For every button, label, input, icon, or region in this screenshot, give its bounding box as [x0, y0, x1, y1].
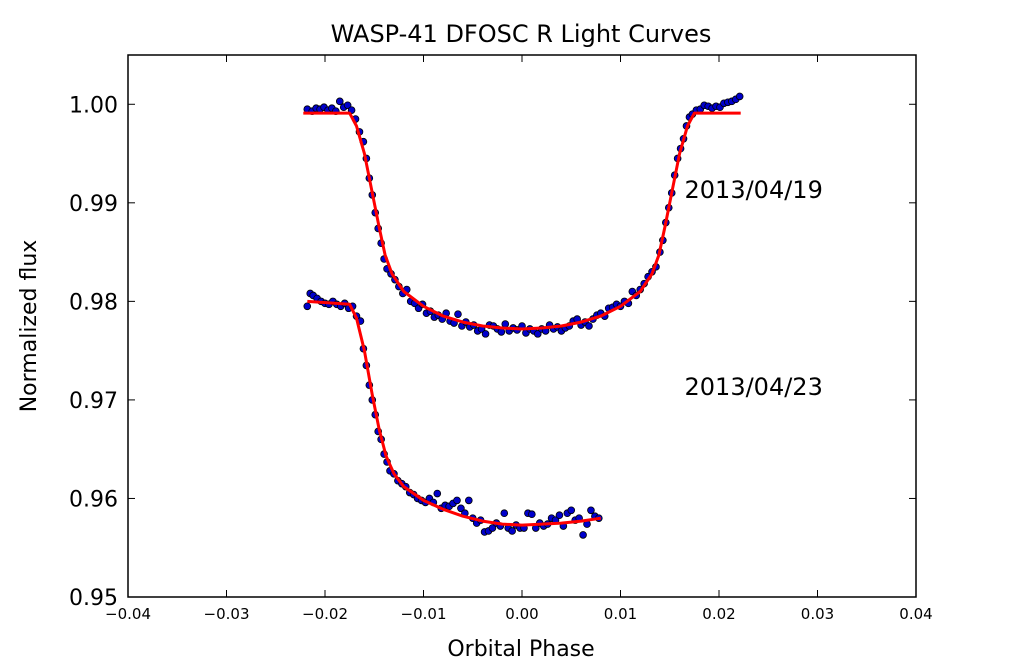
data-point — [500, 509, 509, 518]
data-point — [303, 302, 312, 311]
data-point — [508, 527, 516, 535]
x-tick-label: 0.03 — [801, 605, 834, 623]
data-point — [555, 511, 564, 520]
data-point — [579, 531, 587, 539]
data-point — [343, 101, 352, 110]
y-tick-label: 0.96 — [69, 487, 118, 512]
data-point — [585, 322, 593, 330]
date-annotation: 2013/04/19 — [685, 176, 823, 204]
series-2013-04-23 — [303, 289, 603, 539]
y-axis-label: Normalized flux — [17, 240, 42, 413]
data-point — [735, 92, 744, 101]
axis-ticks: −0.04 −0.03 −0.02 −0.01 0.00 0.01 0.02 0.03 0.04… — [69, 55, 933, 623]
x-tick-label: 0.02 — [702, 605, 735, 623]
y-tick-label: 0.97 — [69, 389, 118, 414]
y-tick-label: 0.98 — [69, 290, 118, 315]
data-point — [481, 330, 490, 338]
data-point — [454, 310, 462, 318]
data-point — [587, 506, 595, 515]
x-tick-label: 0.01 — [604, 605, 637, 623]
model-fit-line — [303, 111, 741, 331]
x-tick-label: −0.01 — [401, 605, 447, 623]
data-point — [533, 330, 542, 338]
data-point — [335, 97, 344, 106]
data-point — [433, 489, 442, 498]
data-point — [567, 506, 576, 515]
plot-area: 2013/04/19 2013/04/23 — [303, 92, 823, 539]
data-point — [457, 504, 465, 513]
data-point — [465, 496, 473, 505]
data-point — [501, 320, 510, 328]
series-2013-04-19 — [303, 92, 744, 338]
y-tick-label: 0.95 — [69, 586, 118, 611]
date-annotation: 2013/04/23 — [685, 373, 823, 401]
data-point — [488, 524, 497, 532]
data-point — [528, 510, 536, 519]
x-tick-label: 0.04 — [899, 605, 932, 623]
x-tick-label: −0.02 — [302, 605, 348, 623]
y-tick-label: 0.99 — [69, 192, 118, 217]
model-fit-line — [307, 299, 602, 527]
chart-title: WASP-41 DFOSC R Light Curves — [331, 20, 712, 48]
x-tick-label: −0.04 — [105, 605, 151, 623]
y-tick-label: 1.00 — [69, 93, 118, 118]
x-tick-label: 0.00 — [505, 605, 538, 623]
x-axis-label: Orbital Phase — [447, 637, 594, 662]
data-point — [453, 496, 461, 505]
x-tick-label: −0.03 — [204, 605, 250, 623]
